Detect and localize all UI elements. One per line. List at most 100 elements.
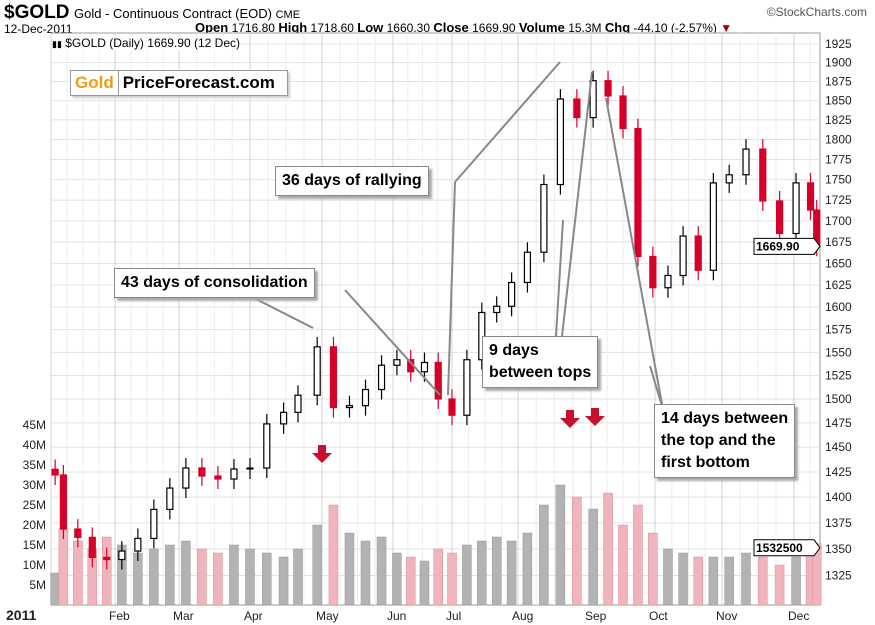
callout-line <box>555 219 564 337</box>
x-tick-label: Mar <box>173 609 194 623</box>
volume-bar <box>693 556 703 606</box>
volume-bar <box>101 536 112 606</box>
callout-line <box>447 181 456 396</box>
candle-body <box>420 361 429 373</box>
volume-bar <box>741 552 751 606</box>
bottom-line-1: 14 days between <box>661 410 789 427</box>
x-tick-label: May <box>316 609 339 623</box>
y-tick-label: 1850 <box>825 94 852 108</box>
candle-body <box>694 235 702 271</box>
y-tick-label: 1875 <box>825 74 852 88</box>
volume-bar <box>262 552 272 606</box>
volume-tick-label: 30M <box>23 478 46 492</box>
last-volume-tag: 1532500 <box>753 539 821 557</box>
candle-body <box>759 148 767 202</box>
x-tick-label: Apr <box>244 609 263 623</box>
volume-bar <box>555 484 566 606</box>
candle-body <box>573 98 581 119</box>
volume-bar <box>506 540 517 606</box>
annotation-consolidation: 43 days of consolidation <box>114 268 315 298</box>
annotation-tops: 9 days between tops <box>482 336 599 388</box>
candle-body <box>523 251 532 284</box>
x-tick-label: Sep <box>585 609 607 623</box>
close-label: Close <box>433 20 469 35</box>
candle-body <box>540 183 548 253</box>
volume-bar <box>791 556 801 606</box>
logo-gold: Gold <box>71 71 119 95</box>
volume-tick-label: 40M <box>23 438 46 452</box>
down-arrow-icon <box>312 445 332 463</box>
last-price-tag: 1669.90 <box>753 237 821 255</box>
volume-label: Volume <box>518 20 565 35</box>
y-tick-label: 1825 <box>825 113 852 127</box>
y-tick-label: 1625 <box>825 278 852 292</box>
last-volume-tag-box <box>753 539 821 557</box>
y-tick-label: 1775 <box>825 152 852 166</box>
candle-body <box>280 411 288 425</box>
candle-body <box>329 346 338 409</box>
x-tick-label: 2011 <box>6 607 37 623</box>
volume-bar <box>462 544 472 606</box>
last-price-tag-box <box>753 237 821 255</box>
bottom-line-3: first bottom <box>661 454 750 471</box>
candle-body <box>59 474 67 530</box>
candle-body <box>214 475 222 480</box>
volume-bar <box>149 548 159 606</box>
candle-body <box>434 361 442 400</box>
volume-bar <box>312 524 322 606</box>
x-tick-label: Aug <box>512 609 533 623</box>
volume-bar <box>58 528 69 606</box>
y-tick-label: 1925 <box>825 37 852 51</box>
y-tick-label: 1425 <box>825 465 852 479</box>
volume-tick-label: 45M <box>23 418 46 432</box>
candle-body <box>742 148 750 176</box>
open-value: 1716.80 <box>231 21 275 35</box>
down-triangle-icon: ▼ <box>720 21 733 35</box>
y-tick-label: 1525 <box>825 368 852 382</box>
high-value: 1718.60 <box>310 21 354 35</box>
annotation-first-bottom: 14 days between the top and the first bott… <box>654 404 796 478</box>
y-tick-label: 1600 <box>825 300 852 314</box>
volume-bar <box>648 532 658 606</box>
candle-body <box>230 468 238 480</box>
callout-line <box>344 289 441 396</box>
logo: Gold PriceForecast.com <box>70 70 288 96</box>
candle-body <box>634 127 642 258</box>
volume-bar <box>197 548 207 606</box>
volume-bar <box>278 556 289 606</box>
volume-bar <box>663 548 673 606</box>
volume-bar <box>245 548 255 606</box>
volume-bar <box>433 548 443 606</box>
open-label: Open <box>195 20 229 35</box>
candle-body <box>493 305 501 314</box>
volume-tick-label: 10M <box>23 558 46 572</box>
y-tick-label: 1550 <box>825 345 852 359</box>
tops-line-2: between tops <box>489 364 592 381</box>
low-label: Low <box>357 20 384 35</box>
candle-body <box>604 80 612 97</box>
candle-body <box>150 508 158 540</box>
plot-area <box>50 32 821 606</box>
y-tick-label: 1900 <box>825 56 852 70</box>
close-value: 1669.90 <box>472 21 516 35</box>
candle-body <box>345 405 354 409</box>
volume-bar <box>447 552 457 606</box>
y-tick-label: 1375 <box>825 516 852 530</box>
callout-line <box>454 61 561 183</box>
ohlc-bar: Open 1716.80 High 1718.60 Low 1660.30 Cl… <box>195 20 732 35</box>
down-arrow-icon <box>560 410 580 428</box>
tops-line-1: 9 days <box>489 342 539 359</box>
candle-body <box>448 398 456 416</box>
x-tick-label: Jul <box>446 609 461 623</box>
volume-bar <box>376 536 387 606</box>
callout-line <box>605 97 663 405</box>
candle-body <box>51 468 59 476</box>
volume-bar <box>572 496 582 606</box>
callout-line <box>649 365 663 407</box>
exchange: CME <box>275 9 301 21</box>
candle-body <box>134 537 142 552</box>
volume-bar <box>293 548 303 606</box>
candle-body <box>806 182 815 211</box>
down-arrow-icon <box>585 408 605 426</box>
